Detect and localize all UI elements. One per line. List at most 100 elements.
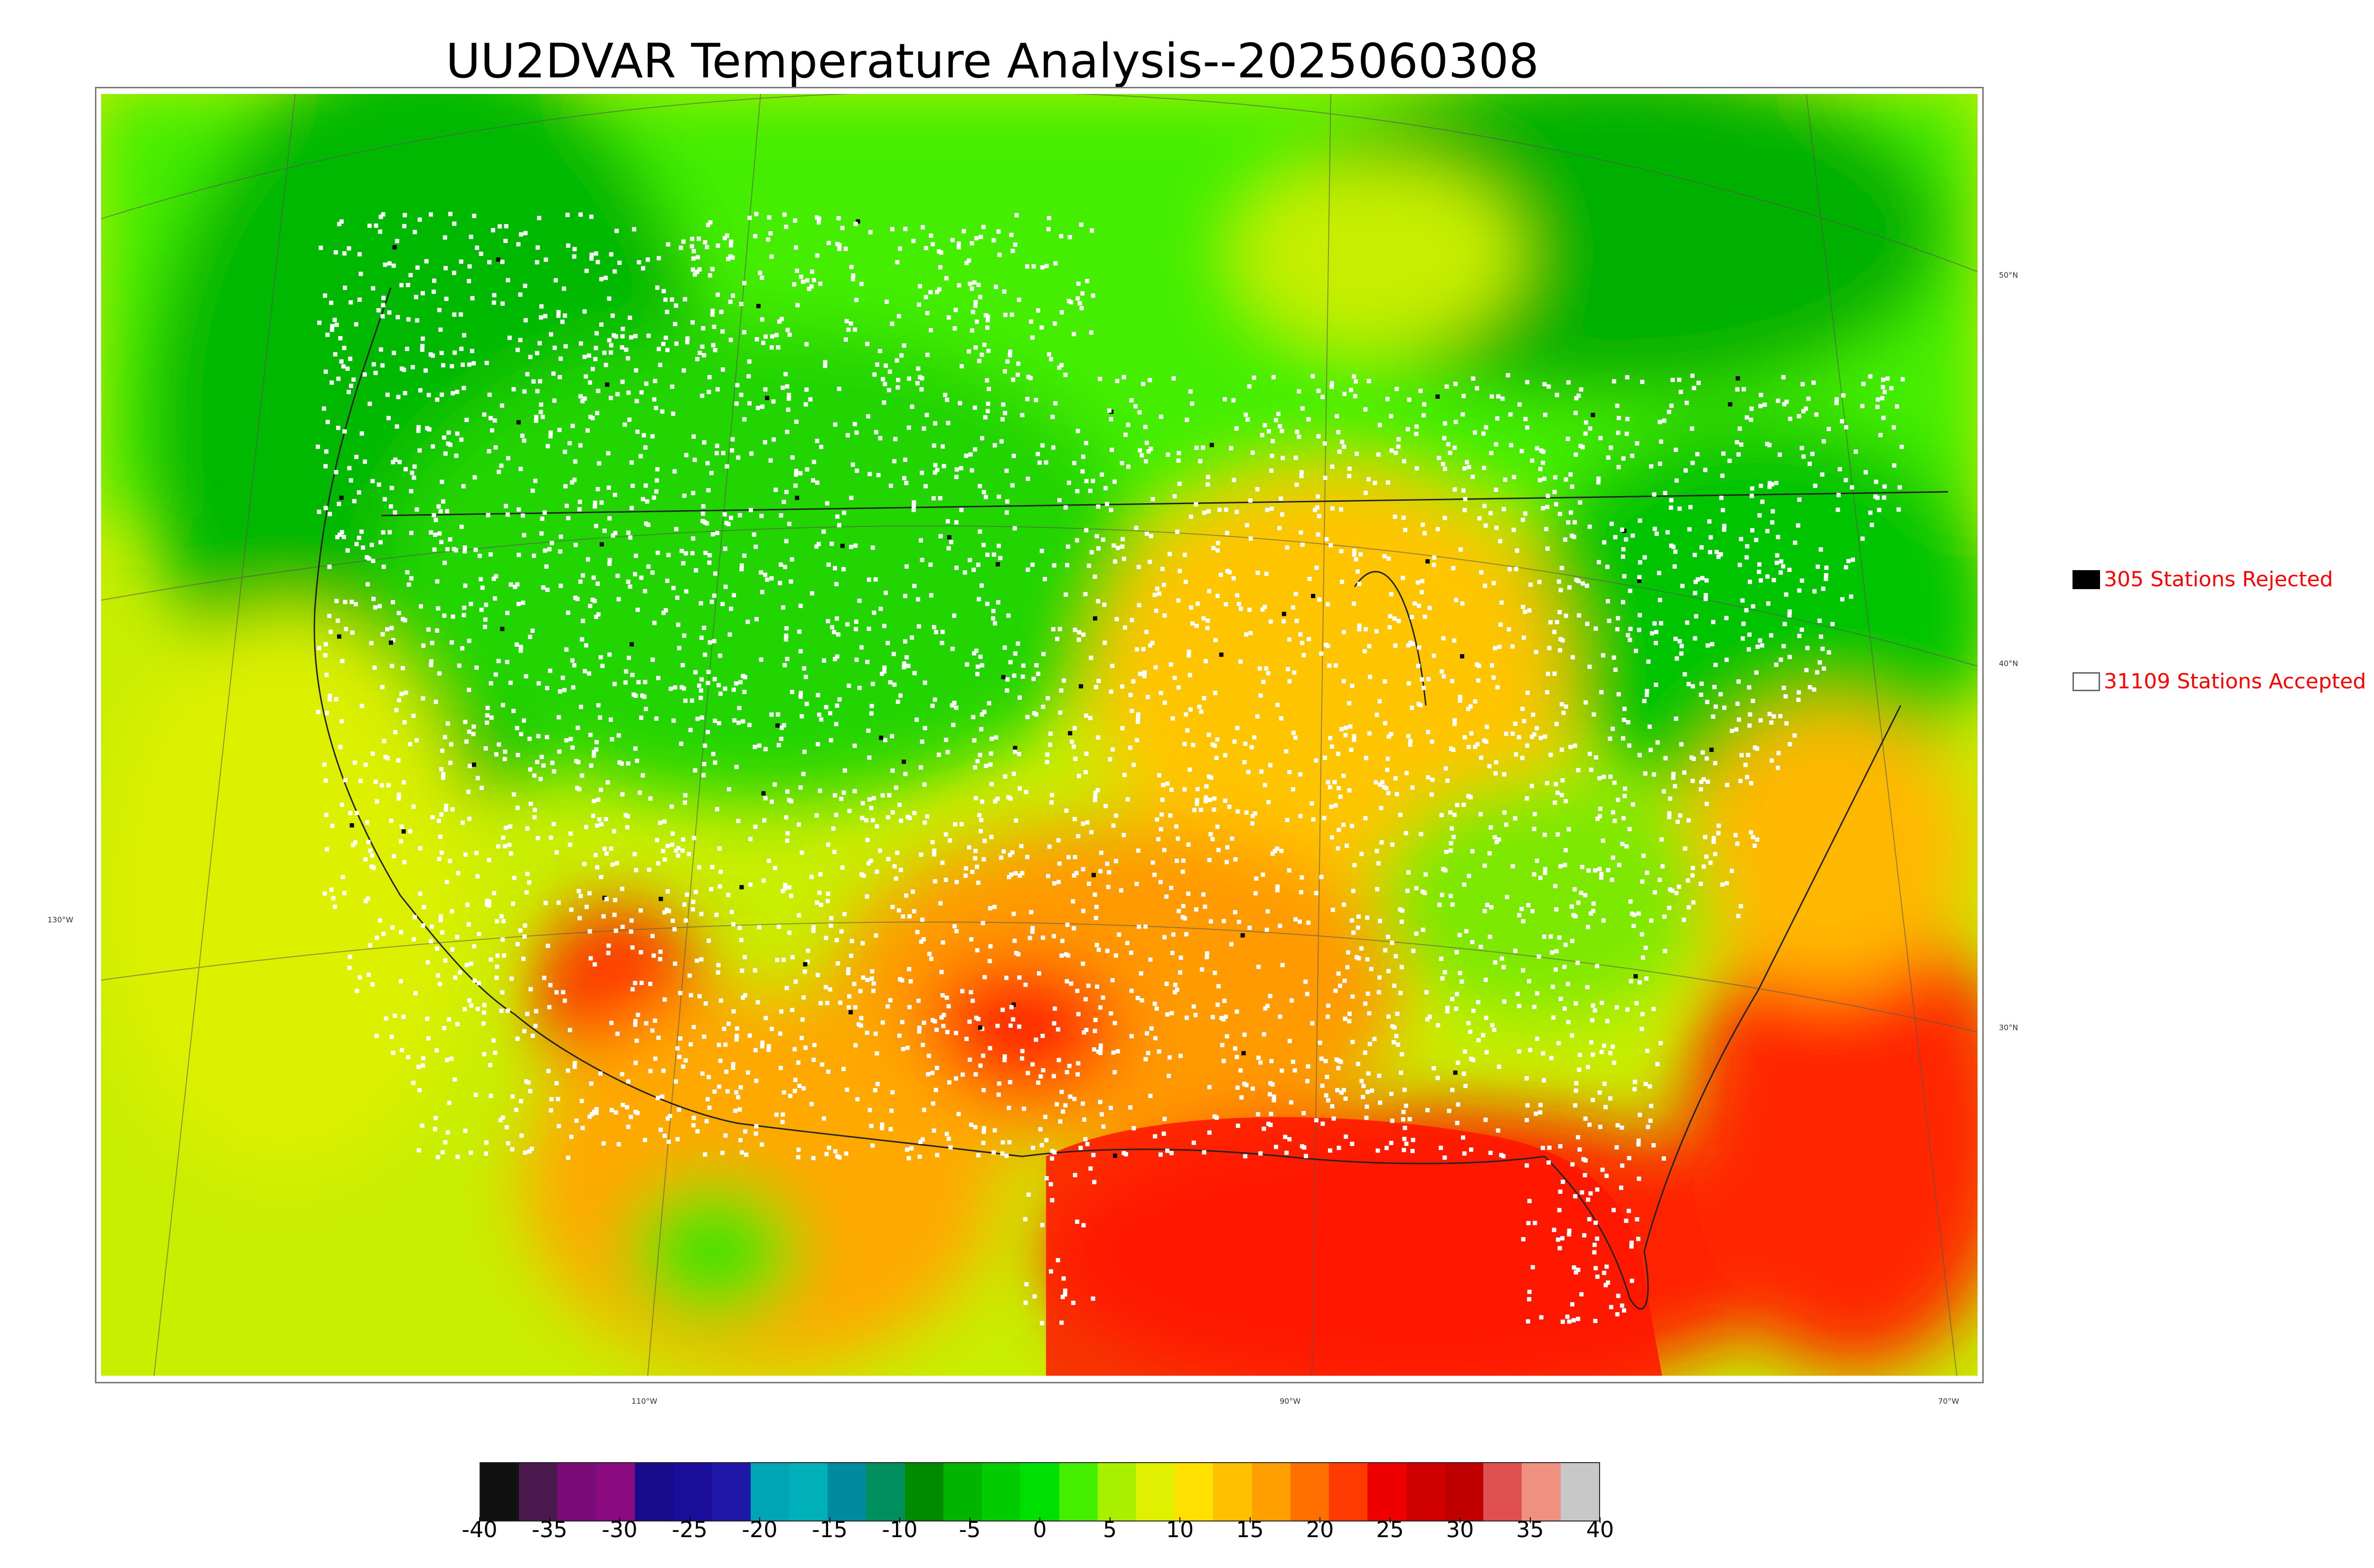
station-accepted [1154,1006,1159,1011]
station-accepted [1030,335,1035,340]
station-accepted [1275,884,1280,889]
station-accepted [1336,786,1341,790]
station-rejected [1591,413,1595,417]
station-accepted [737,1107,742,1112]
station-accepted [1008,1080,1012,1084]
colorbar-tick [619,1517,620,1523]
station-accepted [432,513,436,517]
station-accepted [749,451,754,456]
station-accepted [715,451,719,456]
station-accepted [748,882,753,887]
station-accepted [594,331,599,336]
station-accepted [683,793,688,798]
station-accepted [674,341,679,346]
station-accepted [1569,510,1573,515]
station-accepted [979,829,983,834]
station-accepted [666,242,670,247]
station-accepted [1375,887,1380,892]
station-accepted [1010,483,1015,488]
station-accepted [1222,998,1227,1003]
station-accepted [472,214,477,218]
station-accepted [1698,787,1703,792]
station-accepted [338,745,343,750]
station-accepted [1875,397,1880,402]
station-accepted [1696,577,1700,582]
station-accepted [1129,950,1133,955]
station-accepted [841,790,846,795]
station-accepted [911,507,916,512]
station-accepted [1056,880,1061,884]
station-accepted [1442,436,1447,441]
station-accepted [1674,448,1678,452]
station-accepted [596,612,601,617]
station-accepted [1628,638,1632,642]
station-accepted [1889,386,1894,391]
station-accepted [865,894,869,899]
station-accepted [930,1070,935,1075]
station-accepted [1559,702,1564,706]
station-accepted [1052,1021,1056,1026]
station-accepted [981,1129,986,1134]
station-accepted [552,769,556,774]
station-rejected [659,897,663,901]
station-accepted [838,1000,843,1005]
station-accepted [467,264,472,269]
station-accepted [499,914,504,919]
station-accepted [365,555,369,560]
station-accepted [1405,427,1410,432]
station-accepted [1507,627,1511,632]
station-accepted [938,496,942,500]
station-accepted [1336,1066,1341,1070]
station-accepted [1566,520,1571,525]
station-accepted [1265,909,1270,914]
station-accepted [1122,625,1127,630]
station-accepted [679,742,684,746]
station-accepted [1053,1006,1057,1011]
station-accepted [1126,423,1130,427]
station-accepted [545,735,549,740]
station-accepted [467,998,472,1003]
station-accepted [1667,811,1672,816]
station-accepted [443,958,448,963]
station-accepted [1770,520,1775,525]
station-rejected [1637,579,1641,583]
station-accepted [371,597,376,601]
station-accepted [525,372,530,376]
station-accepted [1392,616,1397,621]
station-accepted [602,350,607,355]
station-accepted [1131,762,1136,767]
station-accepted [1545,505,1550,509]
station-accepted [614,228,619,233]
station-accepted [590,598,595,602]
station-accepted [1314,1118,1319,1123]
station-accepted [1000,1151,1005,1156]
station-accepted [639,575,644,580]
station-accepted [421,1056,425,1061]
station-accepted [1705,779,1710,784]
station-accepted [363,899,368,903]
station-accepted [1523,610,1527,614]
station-accepted [1484,1015,1488,1020]
station-accepted [811,278,816,282]
station-accepted [1330,1104,1335,1108]
station-accepted [1366,991,1370,996]
station-accepted [1782,622,1787,626]
station-accepted [380,363,385,368]
station-accepted [557,749,562,754]
station-accepted [983,495,988,499]
station-accepted [875,362,879,367]
station-accepted [634,399,639,404]
station-accepted [1569,904,1574,909]
station-accepted [1051,445,1055,450]
station-accepted [753,1048,758,1052]
station-accepted [1327,663,1332,668]
station-accepted [1333,663,1338,668]
station-accepted [1280,1068,1284,1073]
station-accepted [1821,439,1826,444]
temperature-map[interactable] [95,87,1984,1383]
station-accepted [972,651,977,656]
station-accepted [626,530,631,535]
station-accepted [1101,537,1105,542]
station-accepted [1328,736,1333,741]
station-accepted [436,606,441,611]
